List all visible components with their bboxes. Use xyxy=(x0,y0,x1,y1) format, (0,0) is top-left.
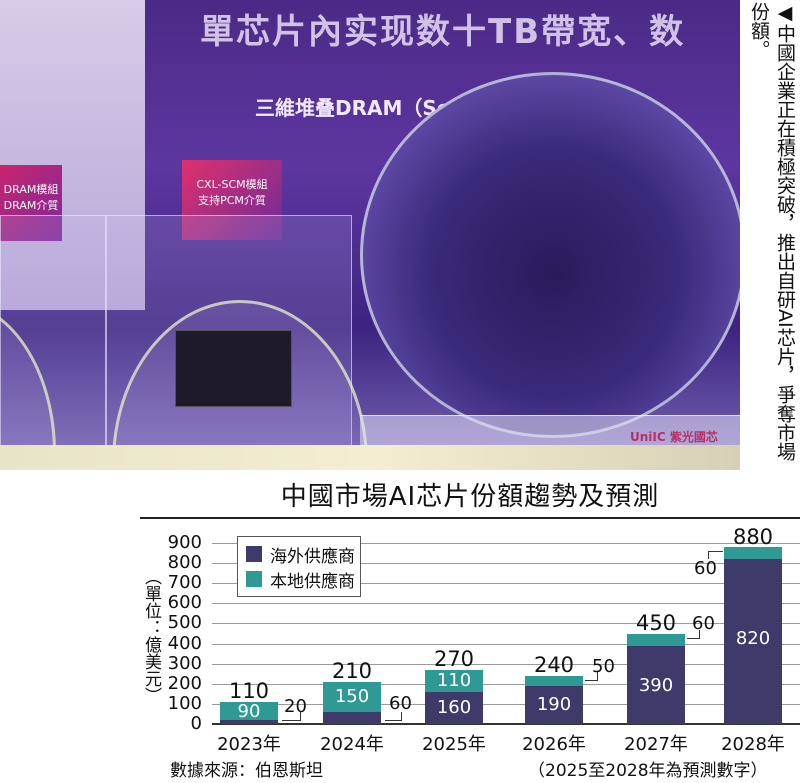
y-tick-0: 0 xyxy=(190,713,202,734)
y-tick-100: 100 xyxy=(167,693,202,714)
bar-2028-foreign-value: 820 xyxy=(735,628,771,649)
bar-2023: 90 xyxy=(220,702,278,724)
caption-triangle-icon: ◀ xyxy=(774,2,796,24)
legend-item-foreign: 海外供應商 xyxy=(246,543,355,567)
y-tick-700: 700 xyxy=(167,572,202,593)
bar-2026-foreign-value: 190 xyxy=(536,694,572,715)
gridline-100 xyxy=(212,704,800,705)
legend-label-foreign: 海外供應商 xyxy=(270,546,355,567)
news-photo: 單芯片內实现数十TB帶宽、数 三維堆叠DRAM（SeDRAM®） DRAM模組 … xyxy=(0,0,740,470)
y-tick-600: 600 xyxy=(167,592,202,613)
legend-swatch-foreign xyxy=(246,546,262,562)
bar-2028: 820 xyxy=(724,547,782,724)
gridline-500 xyxy=(212,623,800,624)
bar-2027-local-value: 60 xyxy=(692,613,715,634)
callout-leader-2026 xyxy=(585,672,598,681)
x-tick-2026: 2026年 xyxy=(522,734,586,755)
photo-table xyxy=(0,445,740,470)
bar-2024-foreign-value: 60 xyxy=(389,693,412,714)
bar-2024-local: 150 xyxy=(323,682,381,712)
callout-leader-2028 xyxy=(708,551,723,559)
bar-2028-foreign: 820 xyxy=(724,559,782,724)
photo-memory-card xyxy=(175,330,292,407)
gridline-600 xyxy=(212,603,800,604)
gridline-200 xyxy=(212,684,800,685)
gridline-800 xyxy=(212,563,800,564)
bar-2026: 190 xyxy=(525,676,583,724)
photo-wall xyxy=(0,0,145,310)
chart-forecast-note: （2025至2028年為預測數字） xyxy=(528,761,768,781)
bar-2024: 150 xyxy=(323,682,381,724)
photo-sign-dram: DRAM模組 DRAM介質 xyxy=(0,165,62,241)
gridline-900 xyxy=(212,543,800,544)
bar-2027-local xyxy=(627,634,685,646)
bar-2026-foreign: 190 xyxy=(525,686,583,724)
bar-2026-total: 240 xyxy=(533,653,575,677)
y-tick-300: 300 xyxy=(167,653,202,674)
bar-2027-foreign: 390 xyxy=(627,646,685,724)
bar-2024-total: 210 xyxy=(331,659,373,683)
y-tick-500: 500 xyxy=(167,612,202,633)
photo-sign-cxl: CXL-SCM模組 支持PCM介質 xyxy=(182,160,282,240)
x-tick-2028: 2028年 xyxy=(721,734,785,755)
x-tick-2025: 2025年 xyxy=(422,734,486,755)
gridline-700 xyxy=(212,583,800,584)
gridline-400 xyxy=(212,644,800,645)
y-tick-800: 800 xyxy=(167,552,202,573)
y-tick-400: 400 xyxy=(167,633,202,654)
bar-2024-foreign xyxy=(323,712,381,724)
callout-leader-2023 xyxy=(282,712,301,721)
bar-2025-local-value: 110 xyxy=(436,670,472,691)
chart-title: 中國市場AI芯片份額趨勢及預測 xyxy=(280,482,660,512)
sign-dram-sub: DRAM介質 xyxy=(3,199,59,212)
chart-source: 數據來源：伯恩斯坦 xyxy=(170,761,323,781)
caption-line-1-text: 中國企業正在積極突破，推出自研AI芯片，爭奪市場 xyxy=(774,24,796,461)
bar-2028-local-value: 60 xyxy=(694,558,717,579)
legend-swatch-local xyxy=(246,571,262,587)
caption-line-2: 份額。 xyxy=(748,2,770,59)
photo-caption: ◀中國企業正在積極突破，推出自研AI芯片，爭奪市場 份額。 xyxy=(744,0,800,470)
legend-item-local: 本地供應商 xyxy=(246,568,355,592)
bar-2025: 110 160 xyxy=(425,670,483,724)
y-tick-200: 200 xyxy=(167,673,202,694)
sign-cxl-title: CXL-SCM模組 xyxy=(196,178,268,191)
bar-2023-local-value: 90 xyxy=(237,701,261,722)
bar-2025-foreign: 160 xyxy=(425,692,483,724)
bar-2025-total: 270 xyxy=(433,647,475,671)
bar-2025-foreign-value: 160 xyxy=(436,697,472,718)
bar-2023-total: 110 xyxy=(228,679,270,703)
y-tick-900: 900 xyxy=(167,532,202,553)
bar-2027-total: 450 xyxy=(635,611,677,635)
bar-2026-local-value: 50 xyxy=(592,656,615,677)
legend-label-local: 本地供應商 xyxy=(270,571,355,592)
title-divider xyxy=(140,517,800,519)
x-tick-2023: 2023年 xyxy=(217,734,281,755)
bar-2023-local: 90 xyxy=(220,701,278,722)
callout-leader-2024 xyxy=(385,712,402,721)
sign-dram-title: DRAM模組 xyxy=(3,183,59,196)
bar-2027-foreign-value: 390 xyxy=(638,675,674,696)
x-tick-2024: 2024年 xyxy=(320,734,384,755)
bar-2028-local xyxy=(724,547,782,559)
bar-2026-local xyxy=(525,676,583,686)
bar-2024-local-value: 150 xyxy=(334,686,370,707)
x-axis-baseline xyxy=(212,723,800,725)
callout-leader-2027 xyxy=(687,630,700,639)
caption-line-1: ◀中國企業正在積極突破，推出自研AI芯片，爭奪市場 xyxy=(772,2,798,461)
photo-banner-text: 單芯片內实现数十TB帶宽、数 xyxy=(200,12,686,52)
bar-2025-local: 110 xyxy=(425,670,483,692)
chart-legend: 海外供應商 本地供應商 xyxy=(237,536,361,597)
gridline-300 xyxy=(212,664,800,665)
x-tick-2027: 2027年 xyxy=(624,734,688,755)
bar-2023-foreign xyxy=(220,720,278,724)
sign-cxl-sub: 支持PCM介質 xyxy=(198,194,266,207)
photo-wafer-large xyxy=(360,72,740,438)
bar-2027: 390 xyxy=(627,634,685,724)
photo-logo: UniIC 紫光國芯 xyxy=(630,430,718,444)
bar-2023-foreign-value: 20 xyxy=(284,696,307,717)
y-axis-label: （單位：億美元） xyxy=(141,568,161,704)
bar-2028-total: 880 xyxy=(732,525,774,549)
